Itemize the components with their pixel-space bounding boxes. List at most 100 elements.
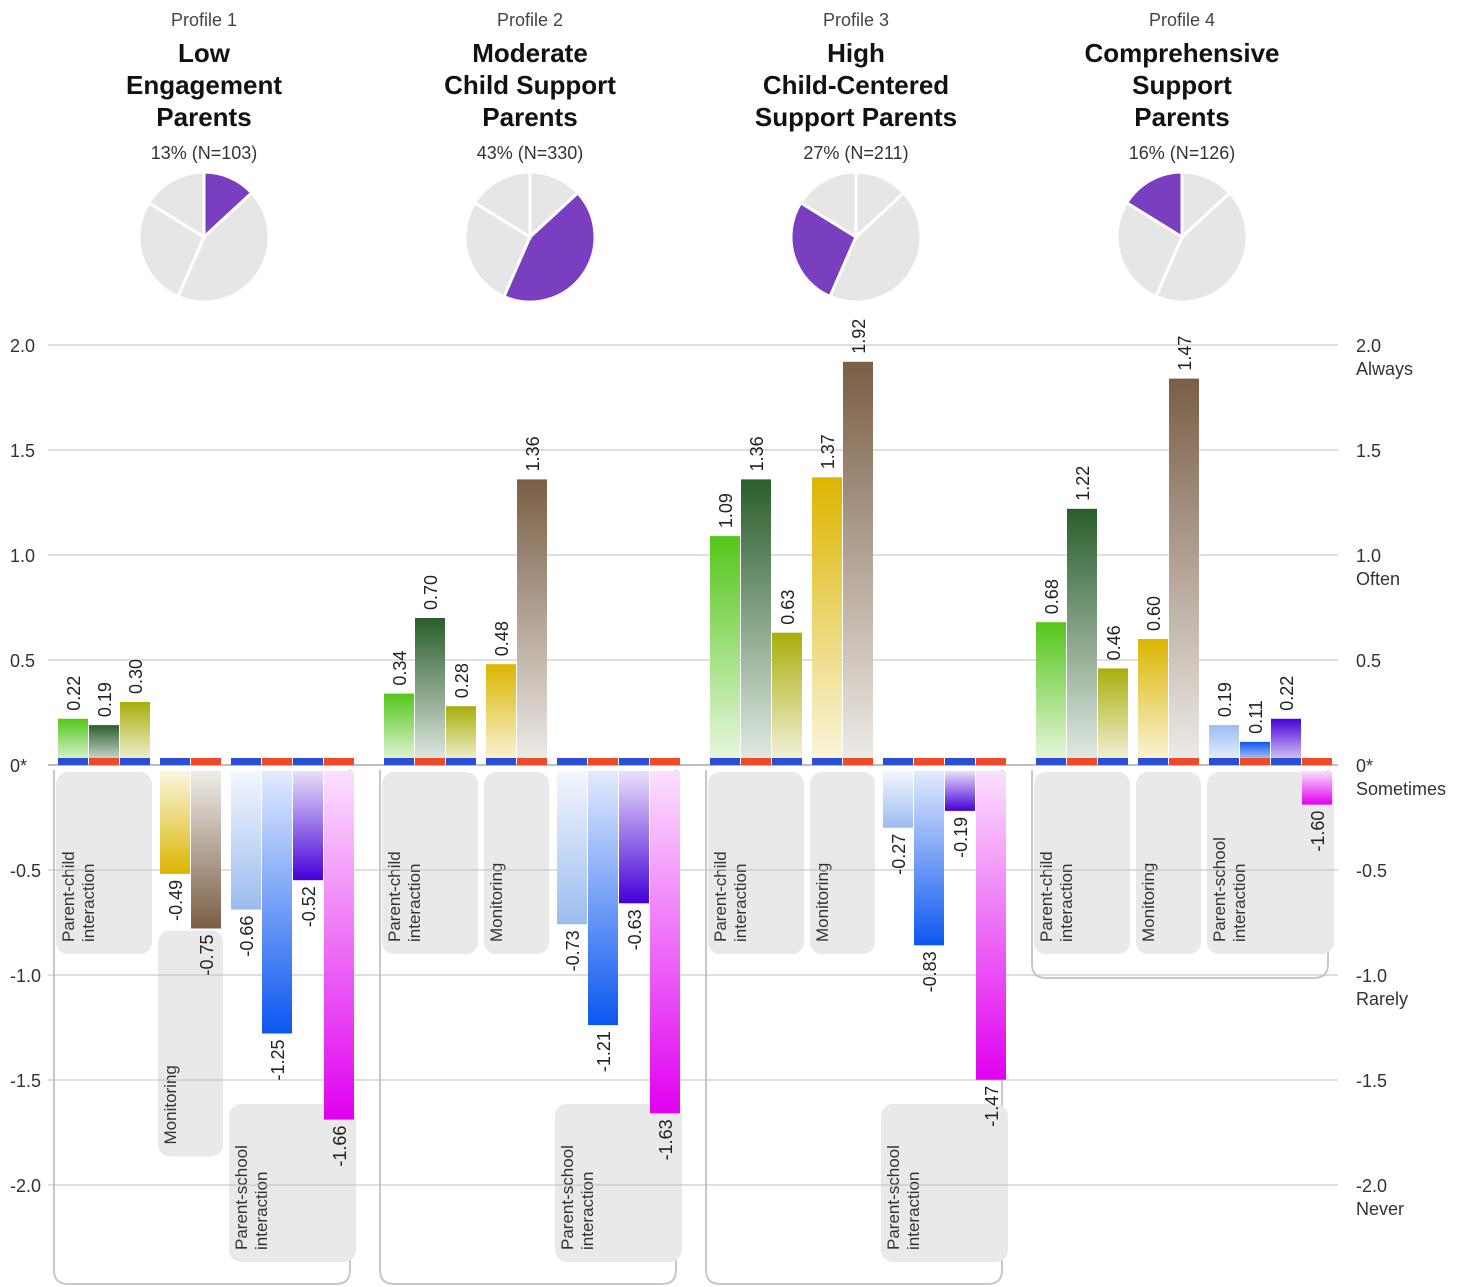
baseline-marker: [231, 758, 261, 765]
bar-value-label: -0.73: [563, 930, 583, 971]
category-label: interaction: [731, 864, 750, 942]
bar-value-label: 0.19: [95, 682, 115, 717]
bar: [588, 771, 618, 1026]
profile-title: Support: [1132, 70, 1232, 100]
bar: [517, 479, 547, 765]
bar-value-label: 0.68: [1042, 579, 1062, 614]
bar-value-label: 1.37: [818, 434, 838, 469]
category-label: interaction: [904, 1172, 923, 1250]
bar-value-label: 0.46: [1104, 625, 1124, 660]
y-tick-right: 0*: [1356, 756, 1373, 776]
baseline-marker: [89, 758, 119, 765]
bar-value-label: -0.66: [237, 916, 257, 957]
bar-value-label: 0.30: [126, 659, 146, 694]
y-tick-left: 1.0: [10, 546, 35, 566]
bar: [324, 771, 354, 1120]
pie-slice: [1115, 200, 1184, 299]
baseline-marker: [486, 758, 516, 765]
category-box: [158, 930, 223, 1157]
bar-value-label: 1.36: [523, 436, 543, 471]
y-tick-left: 0*: [10, 756, 27, 776]
baseline-marker: [650, 758, 680, 765]
category-box: [56, 772, 152, 954]
profile-title: Moderate: [472, 38, 588, 68]
category-label: Parent-child: [711, 851, 730, 942]
profile-label: Profile 3: [823, 10, 889, 30]
category-box: [1034, 772, 1130, 954]
profile-panel: [379, 770, 677, 1285]
baseline-marker: [1240, 758, 1270, 765]
y-tick-right: 1.0: [1356, 546, 1381, 566]
pie-slice: [798, 170, 858, 240]
y-tick-right: -1.5: [1356, 1071, 1387, 1091]
baseline-marker: [619, 758, 649, 765]
bar-value-label: 1.09: [716, 493, 736, 528]
bar: [914, 771, 944, 946]
baseline-marker: [976, 758, 1006, 765]
bar-value-label: -1.21: [594, 1031, 614, 1072]
category-label: Parent-child: [59, 851, 78, 942]
baseline-marker: [160, 758, 190, 765]
bar: [1098, 668, 1128, 765]
baseline-marker: [1302, 758, 1332, 765]
category-box: [1136, 772, 1201, 954]
profile-share: 27% (N=211): [803, 143, 908, 163]
bar: [58, 718, 88, 765]
profile-share: 43% (N=330): [477, 143, 584, 163]
bar: [160, 771, 190, 874]
bar: [486, 664, 516, 765]
bar: [293, 771, 323, 881]
y-tick-right: 0.5: [1356, 651, 1381, 671]
bar-value-label: -0.52: [299, 886, 319, 927]
pie-slice-highlight: [501, 190, 597, 304]
profile-label: Profile 2: [497, 10, 563, 30]
bar: [446, 706, 476, 765]
bar-value-label: 0.22: [64, 676, 84, 711]
y-tick-right-label: Sometimes: [1356, 779, 1446, 799]
pie-slice: [472, 170, 532, 240]
category-box: [382, 772, 478, 954]
bar-value-label: 1.92: [849, 319, 869, 354]
bar-value-label: -1.60: [1308, 811, 1328, 852]
bar-value-label: 0.28: [452, 663, 472, 698]
y-tick-left: -1.5: [10, 1071, 41, 1091]
bar-value-label: -1.63: [656, 1119, 676, 1160]
baseline-marker: [293, 758, 323, 765]
bar: [1302, 771, 1332, 805]
bar: [945, 771, 975, 811]
bar: [843, 361, 873, 765]
bar: [883, 771, 913, 828]
y-tick-right-label: Always: [1356, 359, 1413, 379]
y-tick-left: 1.5: [10, 441, 35, 461]
bar-value-label: -1.66: [330, 1126, 350, 1167]
bar: [710, 536, 740, 765]
baseline-marker: [914, 758, 944, 765]
pie-slice: [175, 190, 271, 304]
baseline-marker: [58, 758, 88, 765]
category-label: Monitoring: [813, 863, 832, 942]
baseline-marker: [446, 758, 476, 765]
baseline-marker: [324, 758, 354, 765]
y-tick-left: -2.0: [10, 1176, 41, 1196]
category-label: interaction: [578, 1172, 597, 1250]
category-label: Parent-child: [1037, 851, 1056, 942]
bar-value-label: 0.63: [778, 590, 798, 625]
pie-slice: [1153, 190, 1249, 304]
bar-value-label: 0.48: [492, 621, 512, 656]
category-label: interaction: [79, 864, 98, 942]
category-label: Parent-school: [1210, 837, 1229, 942]
y-tick-left: 0.5: [10, 651, 35, 671]
baseline-marker: [120, 758, 150, 765]
pie-slice: [463, 200, 532, 299]
bar: [557, 771, 587, 925]
baseline-marker: [1138, 758, 1168, 765]
bar: [772, 632, 802, 765]
baseline-marker: [843, 758, 873, 765]
profile-title: Low: [178, 38, 231, 68]
category-label: interaction: [405, 864, 424, 942]
bar-value-label: -0.63: [625, 909, 645, 950]
profile-title: Parents: [1134, 102, 1229, 132]
bar: [812, 477, 842, 765]
category-label: Parent-school: [232, 1145, 251, 1250]
baseline-marker: [1271, 758, 1301, 765]
